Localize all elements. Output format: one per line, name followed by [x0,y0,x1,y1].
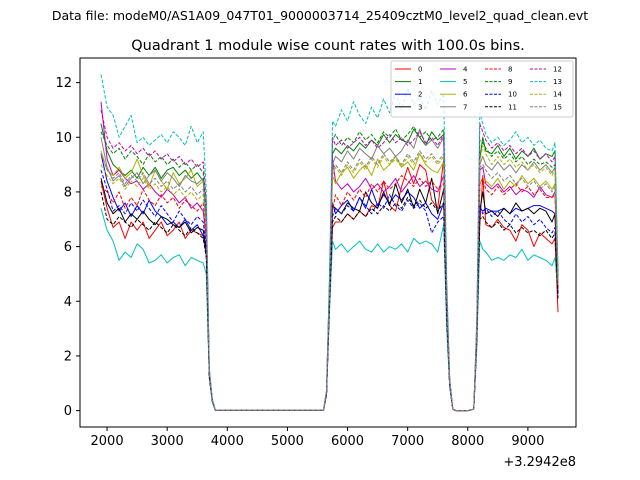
y-tick-label: 2 [64,349,72,364]
legend-label-0: 0 [418,66,422,74]
x-axis: 2000 3000 4000 5000 6000 7000 8000 9000 [91,427,544,449]
y-tick-label: 10 [55,131,72,146]
series-line-6 [100,150,559,412]
legend-frame [390,60,574,118]
axes-frame [79,57,577,428]
legend-label-10: 10 [508,91,517,99]
x-tick-label: 7000 [391,434,424,449]
series-line-10 [100,169,559,412]
x-tick-label: 2000 [91,434,124,449]
y-tick-label: 12 [55,76,72,91]
x-tick-label: 5000 [271,434,304,449]
series-line-0 [100,158,559,412]
series-line-9 [100,125,559,412]
x-tick-label: 4000 [211,434,244,449]
x-tick-label: 6000 [331,434,364,449]
x-tick-label: 3000 [151,434,184,449]
legend-label-7: 7 [463,103,467,111]
legend-label-14: 14 [553,91,562,99]
legend-label-11: 11 [508,103,517,111]
legend-label-3: 3 [418,103,422,111]
x-tick-label: 8000 [451,434,484,449]
series-line-8 [100,175,559,412]
y-tick-label: 6 [64,240,72,255]
legend-label-12: 12 [553,66,562,74]
y-tick-label: 8 [64,185,72,200]
series-line-4 [100,101,559,412]
legend-label-5: 5 [463,78,467,86]
series-line-12 [100,109,559,412]
legend-label-4: 4 [463,66,468,74]
legend-label-2: 2 [418,91,422,99]
series-line-5 [100,208,559,412]
chart-suptitle: Data file: modeM0/AS1A09_047T01_90000037… [52,8,588,23]
series-line-11 [100,191,559,412]
chart-title: Quadrant 1 module wise count rates with … [131,38,525,54]
y-axis: 0 2 4 6 8 10 12 [55,76,80,419]
y-tick-label: 0 [64,404,72,419]
legend-label-13: 13 [553,78,562,86]
series-layer [100,74,559,412]
legend-label-9: 9 [508,78,512,86]
y-tick-label: 4 [64,295,72,310]
series-line-13 [100,74,559,412]
legend-label-1: 1 [418,78,422,86]
legend-label-8: 8 [508,66,512,74]
x-offset-label: +3.2942e8 [503,455,576,470]
legend-label-15: 15 [553,103,562,111]
x-tick-label: 9000 [511,434,544,449]
series-line-7 [100,128,559,412]
series-line-14 [100,145,559,412]
legend-label-6: 6 [463,91,468,99]
